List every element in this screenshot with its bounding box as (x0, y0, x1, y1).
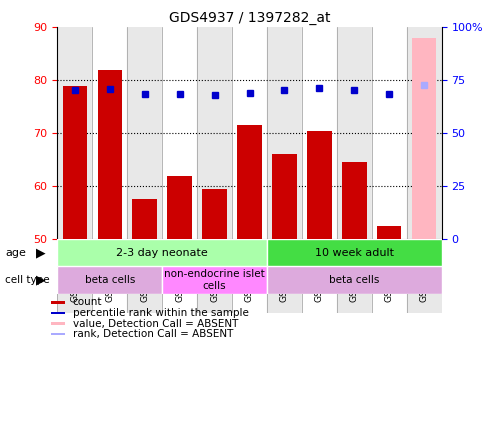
Bar (51, 312, 65, 314)
Bar (127, 27, 162, 239)
Text: GSM1146034: GSM1146034 (175, 241, 184, 302)
Text: 10 week adult: 10 week adult (315, 248, 394, 258)
Text: beta cells: beta cells (329, 275, 379, 285)
Bar (272, 154, 296, 239)
Text: rank, Detection Call = ABSENT: rank, Detection Call = ABSENT (73, 329, 233, 339)
Bar (302, 239, 337, 313)
Bar (267, 239, 442, 266)
Bar (162, 239, 197, 313)
Text: non-endocrine islet
cells: non-endocrine islet cells (164, 269, 265, 291)
Bar (51, 333, 65, 335)
Bar (197, 239, 232, 313)
Bar (267, 266, 442, 294)
Text: ▶: ▶ (36, 274, 45, 287)
Text: GSM1146029: GSM1146029 (385, 241, 394, 302)
Bar (337, 239, 372, 313)
Bar (203, 189, 227, 239)
Bar (132, 199, 157, 239)
Bar (412, 38, 436, 239)
Text: value, Detection Call = ABSENT: value, Detection Call = ABSENT (73, 319, 238, 329)
Bar (377, 226, 401, 239)
Bar (162, 266, 267, 294)
Bar (372, 239, 407, 313)
Text: age: age (5, 248, 26, 258)
Bar (307, 131, 331, 239)
Text: GSM1146028: GSM1146028 (350, 241, 359, 302)
Text: ▶: ▶ (36, 246, 45, 259)
Bar (92, 239, 127, 313)
Text: percentile rank within the sample: percentile rank within the sample (73, 308, 249, 318)
Text: cell type: cell type (5, 275, 49, 285)
Bar (57, 239, 267, 266)
Text: beta cells: beta cells (85, 275, 135, 285)
Bar (267, 27, 302, 239)
Text: 2-3 day neonate: 2-3 day neonate (116, 248, 208, 258)
Text: count: count (73, 297, 102, 308)
Bar (337, 27, 372, 239)
Bar (232, 27, 267, 239)
Text: GSM1146035: GSM1146035 (210, 241, 219, 302)
Bar (92, 27, 127, 239)
Bar (238, 125, 262, 239)
Text: GSM1146033: GSM1146033 (140, 241, 149, 302)
Bar (57, 239, 92, 313)
Bar (342, 162, 366, 239)
Text: GSM1146026: GSM1146026 (280, 241, 289, 302)
Bar (267, 239, 302, 313)
Bar (232, 239, 267, 313)
Text: GSM1146030: GSM1146030 (420, 241, 429, 302)
Bar (51, 322, 65, 325)
Text: GSM1146031: GSM1146031 (70, 241, 79, 302)
Bar (167, 176, 192, 239)
Bar (407, 239, 442, 313)
Bar (162, 27, 197, 239)
Bar (57, 27, 92, 239)
Text: GSM1146032: GSM1146032 (105, 241, 114, 302)
Text: GSM1146027: GSM1146027 (315, 241, 324, 302)
Bar (57, 266, 162, 294)
Bar (197, 27, 232, 239)
Text: GDS4937 / 1397282_at: GDS4937 / 1397282_at (169, 11, 330, 25)
Bar (51, 301, 65, 304)
Bar (97, 70, 122, 239)
Bar (127, 239, 162, 313)
Bar (372, 27, 407, 239)
Text: GSM1146036: GSM1146036 (245, 241, 254, 302)
Bar (302, 27, 337, 239)
Bar (407, 27, 442, 239)
Bar (63, 86, 87, 239)
